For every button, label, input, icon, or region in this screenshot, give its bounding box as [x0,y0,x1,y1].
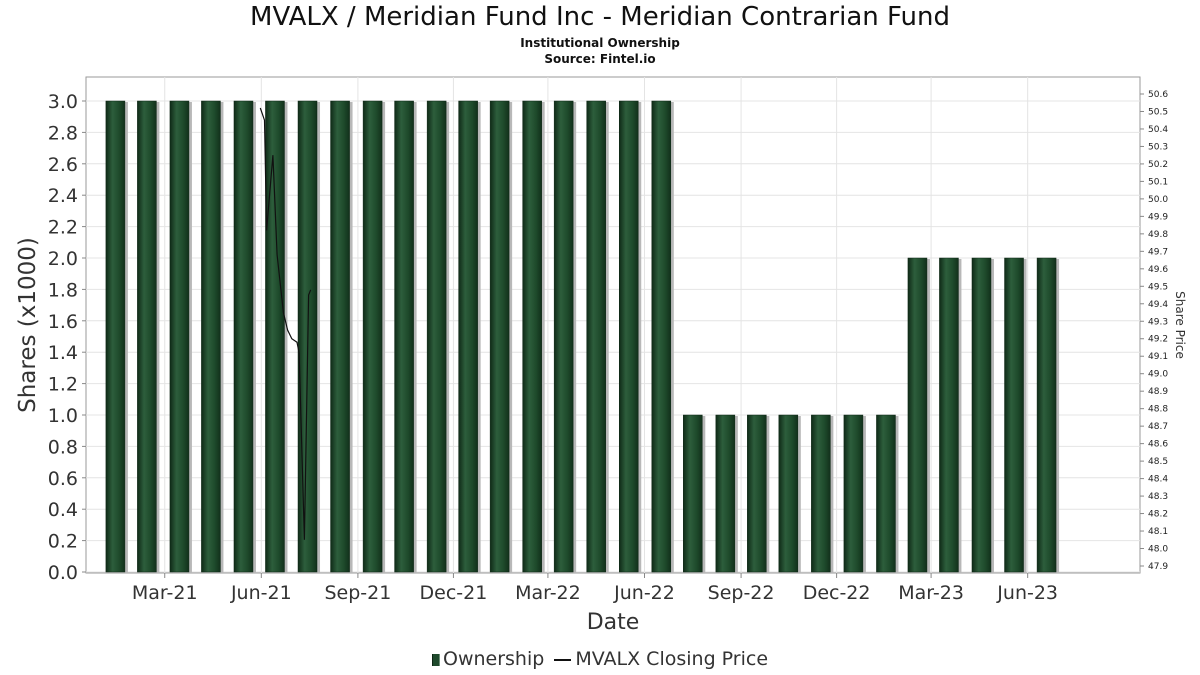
chart-title: MVALX / Meridian Fund Inc - Meridian Con… [250,2,950,32]
ownership-bar [715,414,736,573]
ownership-bar [426,100,447,573]
y2-tick-label: 49.7 [1148,247,1168,257]
x-tick-label: Mar-23 [898,582,964,604]
ownership-swatch [431,653,440,666]
x-tick-label: Dec-21 [420,582,488,604]
x-tick-label: Sep-22 [708,582,775,604]
y2-tick-label: 50.1 [1148,177,1168,187]
ownership-bar [1004,257,1024,573]
y-tick-label: 1.0 [48,405,78,427]
chart-canvas: 0.0 0.2 0.4 0.6 0.8 1.0 1.2 1.4 1.6 1.8 2.0 2.2 2.4 2… [15,76,1187,635]
ownership-bar [169,100,190,573]
x-tick-label: Jun-22 [613,582,675,604]
ownership-bar [458,100,478,573]
legend-ownership-label: Ownership [442,648,545,670]
legend-price-label: MVALX Closing Price [575,648,769,670]
ownership-bar [1036,257,1057,573]
y-tick-label: 0.6 [48,468,78,490]
x-tick-label: Jun-23 [996,582,1058,604]
chart-legend: Ownership MVALX Closing Price [0,648,1200,670]
y2-tick-label: 49.0 [1148,370,1168,380]
y-tick-label: 2.8 [48,122,78,144]
x-tick-label: Jun-21 [230,582,292,604]
x-tick-label: Mar-21 [132,582,198,604]
y-tick-label: 2.2 [48,217,78,239]
y2-tick-label: 48.4 [1148,475,1168,485]
ownership-bar [105,100,126,573]
ownership-bar [586,100,606,573]
legend-price: MVALX Closing Price [554,648,768,670]
y-tick-label: 1.2 [48,374,78,396]
y2-tick-label: 49.1 [1148,352,1168,362]
y2-tick-label: 48.7 [1148,422,1168,432]
y-tick-label: 0.0 [48,562,78,584]
legend-ownership: Ownership [431,648,545,670]
ownership-bar [553,100,574,573]
ownership-bar [907,257,928,573]
y2-tick-label: 50.4 [1148,125,1168,135]
y2-tick-label: 50.6 [1148,90,1168,100]
x-tick-label: Dec-22 [803,582,871,604]
y-tick-label: 0.8 [48,436,78,458]
y2-tick-label: 48.3 [1148,492,1168,502]
y-axis-label: Shares (x1000) [15,237,41,413]
y2-tick-label: 47.9 [1148,562,1168,572]
ownership-bar [137,100,157,573]
y2-tick-label: 48.2 [1148,510,1168,520]
y2-tick-label: 48.0 [1148,545,1168,555]
ownership-bar [778,414,799,573]
y2-tick-label: 48.9 [1148,387,1168,397]
x-axis-label: Date [587,610,640,635]
ownership-bar [233,100,254,573]
x-tick-label: Mar-22 [515,582,581,604]
y-tick-label: 0.2 [48,531,78,553]
y2-tick-label: 50.0 [1148,195,1168,205]
ownership-bar [843,414,864,573]
y2-tick-label: 48.1 [1148,527,1168,537]
price-line [259,107,312,540]
ownership-bar [522,100,542,573]
y2-tick-label: 49.3 [1148,317,1168,327]
y-tick-label: 2.0 [48,248,78,270]
ownership-bar [939,257,959,573]
ownership-bar [651,100,672,573]
ownership-bar [971,257,992,573]
y2-tick-label: 49.5 [1148,282,1168,292]
y-tick-label: 1.8 [48,279,78,301]
y2-tick-label: 49.2 [1148,335,1168,345]
y2-tick-label: 50.5 [1148,107,1168,117]
y-tick-label: 1.4 [48,342,78,364]
ownership-bar [876,414,896,573]
ownership-bar [201,100,221,573]
ownership-bar [394,100,414,573]
y2-tick-label: 50.3 [1148,142,1168,152]
ownership-bar [747,414,767,573]
y-tick-label: 2.6 [48,154,78,176]
y-tick-label: 1.6 [48,311,78,333]
ownership-bar [618,100,639,573]
ownership-bar [362,100,383,573]
y2-tick-label: 49.8 [1148,230,1168,240]
y2-tick-label: 48.5 [1148,457,1168,467]
y2-tick-label: 49.4 [1148,300,1168,310]
y2-tick-label: 49.6 [1148,265,1168,275]
y2-axis-label: Share Price [1173,291,1187,359]
y-tick-label: 0.4 [48,499,78,521]
ownership-bar [489,100,510,573]
chart-source: Source: Fintel.io [544,52,656,66]
x-tick-label: Sep-21 [324,582,391,604]
price-swatch [554,658,572,661]
y2-tick-label: 48.8 [1148,405,1168,415]
y-tick-label: 3.0 [48,91,78,113]
ownership-bar [811,414,831,573]
ownership-bar [330,100,350,573]
y2-tick-label: 48.6 [1148,440,1168,450]
ownership-bar [265,100,285,573]
y2-tick-label: 50.2 [1148,160,1168,170]
y2-tick-label: 49.9 [1148,212,1168,222]
y-tick-label: 2.4 [48,185,78,207]
chart-subtitle: Institutional Ownership [520,36,680,50]
ownership-bar [683,414,703,573]
